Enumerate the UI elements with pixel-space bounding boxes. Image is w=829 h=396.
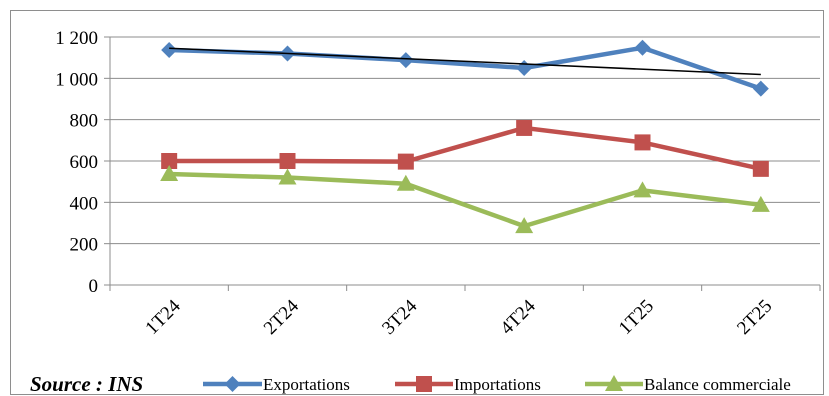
legend-label: Importations [454, 375, 541, 394]
x-tick-label: 2T25 [733, 296, 776, 339]
data-point-balance-commerciale [751, 195, 770, 212]
y-tick-label: 400 [70, 193, 99, 214]
y-tick-label: 800 [70, 111, 99, 132]
axes [109, 37, 821, 291]
legend: Exportations Importations Balance commerci… [203, 375, 791, 394]
data-point-importations [279, 153, 296, 169]
data-point-importations [516, 119, 533, 136]
y-tick-label: 0 [89, 276, 99, 297]
x-tick-labels: 1T24 2T24 3T24 4T24 1T25 2T25 [141, 295, 776, 339]
gridlines [104, 36, 820, 286]
trendline-layer [169, 47, 761, 76]
series-balance-commerciale [160, 165, 770, 234]
x-tick-label: 1T24 [141, 295, 185, 339]
x-tick-label: 4T24 [496, 295, 540, 339]
data-point-balance-commerciale [633, 181, 652, 198]
data-point-importations [634, 134, 651, 151]
trendline [169, 47, 761, 76]
data-point-exportations [634, 39, 651, 56]
series-line-exportations [169, 45, 762, 91]
data-point-balance-commerciale [278, 168, 297, 185]
legend-item-balance-commerciale: Balance commerciale [585, 375, 791, 394]
data-point-balance-commerciale [396, 174, 415, 191]
series-line-balance-commerciale [169, 171, 762, 229]
data-point-exportations [516, 60, 533, 76]
x-tick-label: 1T25 [615, 296, 658, 339]
series-importations [161, 119, 769, 177]
data-point-balance-commerciale [160, 165, 179, 182]
data-point-balance-commerciale [515, 217, 534, 234]
legend-marker [416, 376, 432, 392]
data-point-exportations [161, 42, 178, 59]
legend-marker [224, 376, 241, 392]
legend-marker [605, 375, 623, 391]
y-tick-label: 1 200 [55, 28, 98, 49]
data-point-importations [397, 153, 414, 170]
data-point-exportations [752, 80, 769, 97]
series-layer [160, 39, 770, 234]
y-tick-label: 600 [70, 152, 99, 173]
data-point-exportations [397, 52, 414, 69]
x-tick-label: 3T24 [378, 295, 422, 339]
x-tick-label: 2T24 [260, 295, 304, 339]
data-point-importations [752, 160, 769, 177]
y-tick-label: 200 [70, 235, 99, 256]
legend-label: Exportations [263, 375, 350, 394]
legend-label: Balance commerciale [644, 375, 791, 394]
y-tick-label: 1 000 [55, 69, 98, 90]
source-note: Source : INS [30, 372, 143, 396]
legend-item-exportations: Exportations [203, 375, 350, 394]
series-exportations [161, 39, 769, 97]
data-point-importations [161, 153, 178, 169]
series-line-importations [169, 125, 762, 172]
y-tick-labels: 0 200 400 600 800 1 000 1 200 [55, 28, 98, 297]
legend-item-importations: Importations [395, 375, 541, 394]
